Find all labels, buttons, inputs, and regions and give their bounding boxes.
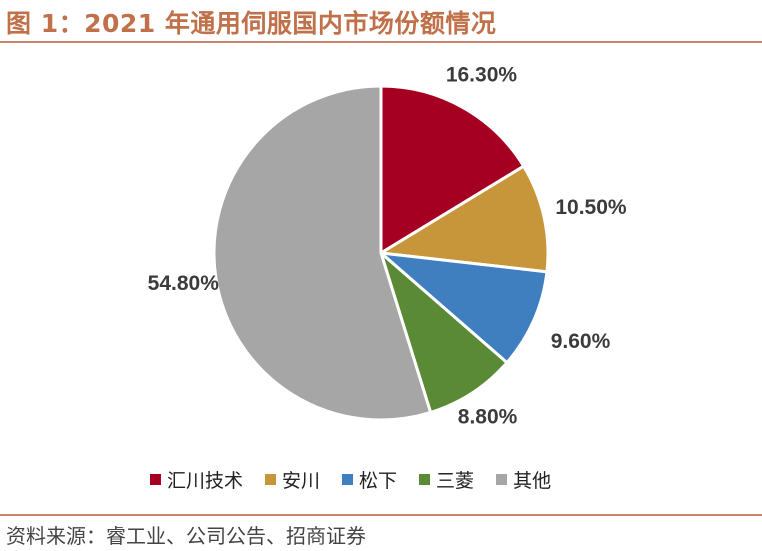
legend-label-4: 其他 [513, 470, 552, 492]
pie-slice-0 [379, 84, 526, 256]
legend-swatch-4 [496, 474, 508, 485]
chart-legend: 汇川技术 安川 松下 三菱 其他 [150, 466, 551, 493]
pie-slice-3 [377, 248, 510, 415]
legend-label-2: 松下 [359, 470, 398, 492]
legend-item-2: 松下 [342, 466, 397, 493]
pie-label-4: 54.80% [148, 272, 220, 295]
legend-item-0: 汇川技术 [150, 466, 243, 493]
legend-swatch-1 [265, 474, 277, 485]
pie-label-2: 9.60% [551, 330, 611, 353]
pie-labels: 16.30% 10.50% 9.60% 8.80% 54.80% [148, 63, 627, 428]
pie-label-1: 10.50% [555, 196, 627, 219]
chart-title: 图 1：2021 年通用伺服国内市场份额情况 [6, 9, 497, 38]
pie-slice-4 [212, 84, 433, 422]
legend-item-1: 安川 [265, 466, 320, 493]
pie-label-0: 16.30% [446, 63, 518, 86]
legend-item-4: 其他 [496, 466, 551, 493]
legend-label-1: 安川 [282, 470, 321, 492]
pie-slice-1 [376, 164, 550, 274]
legend-swatch-2 [342, 474, 354, 485]
pie-slice-2 [376, 250, 549, 365]
pie-chart: 16.30% 10.50% 9.60% 8.80% 54.80% [148, 63, 627, 428]
pie-slices [212, 84, 550, 422]
legend-swatch-3 [419, 474, 431, 485]
pie-label-3: 8.80% [458, 405, 518, 428]
legend-swatch-0 [150, 474, 161, 485]
source-note: 资料来源：睿工业、公司公告、招商证券 [6, 524, 366, 548]
footer-divider [0, 514, 762, 516]
legend-label-3: 三菱 [436, 470, 475, 492]
legend-item-3: 三菱 [419, 466, 474, 493]
title-divider [0, 41, 762, 43]
legend-label-0: 汇川技术 [167, 470, 244, 492]
